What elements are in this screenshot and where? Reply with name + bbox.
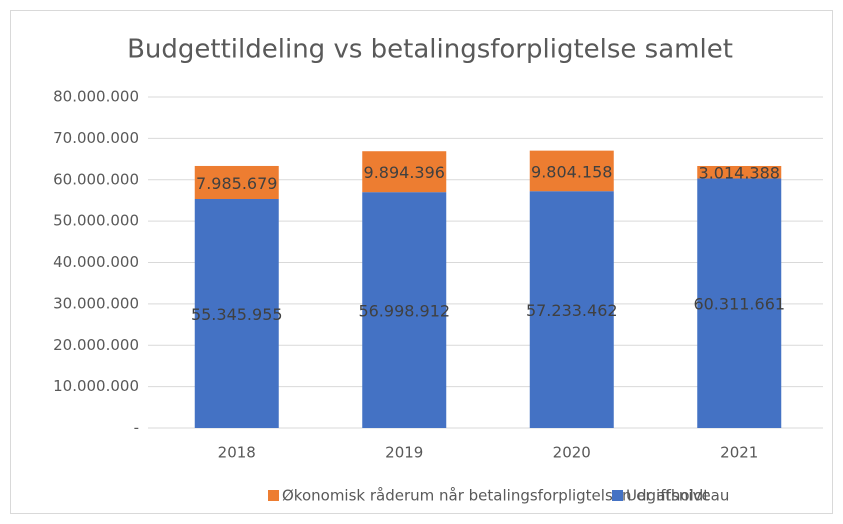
- x-tick-label: 2019: [385, 444, 423, 462]
- data-label: 55.345.955: [191, 305, 283, 324]
- legend-label: Økonomisk råderum når betalingsforpligte…: [282, 487, 709, 505]
- y-tick-label: 10.000.000: [53, 377, 139, 395]
- bar-segment: [697, 178, 782, 428]
- legend-swatch: [612, 490, 623, 501]
- y-tick-label: 70.000.000: [53, 129, 139, 147]
- y-tick-label: 60.000.000: [53, 170, 139, 188]
- bar-segment: [529, 191, 614, 428]
- y-tick-label: 20.000.000: [53, 336, 139, 354]
- bar-segment: [362, 151, 447, 193]
- data-label: 56.998.912: [358, 302, 450, 321]
- y-tick-label: 40.000.000: [53, 253, 139, 271]
- data-label: 7.985.679: [196, 174, 277, 193]
- x-tick-label: 2021: [720, 444, 758, 462]
- bar-segment: [362, 192, 447, 428]
- y-tick-label: 30.000.000: [53, 294, 139, 312]
- data-label: 3.014.388: [699, 164, 780, 183]
- legend-swatch: [268, 490, 279, 501]
- chart-title: Budgettildeling vs betalingsforpligtelse…: [127, 35, 733, 65]
- y-tick-label: 50.000.000: [53, 212, 139, 230]
- x-tick-label: 2018: [218, 444, 256, 462]
- data-label: 9.804.158: [531, 162, 612, 181]
- y-tick-label: -: [134, 419, 139, 437]
- bar-segment: [194, 199, 279, 428]
- legend-label: Udgiftsniveau: [626, 487, 729, 505]
- data-label: 60.311.661: [693, 295, 785, 314]
- y-tick-label: 80.000.000: [53, 88, 139, 106]
- data-label: 57.233.462: [526, 301, 618, 320]
- data-label: 9.894.396: [364, 163, 445, 182]
- bar-segment: [529, 150, 614, 192]
- x-tick-label: 2020: [553, 444, 591, 462]
- bar-segment: [697, 165, 782, 179]
- bar-segment: [194, 165, 279, 200]
